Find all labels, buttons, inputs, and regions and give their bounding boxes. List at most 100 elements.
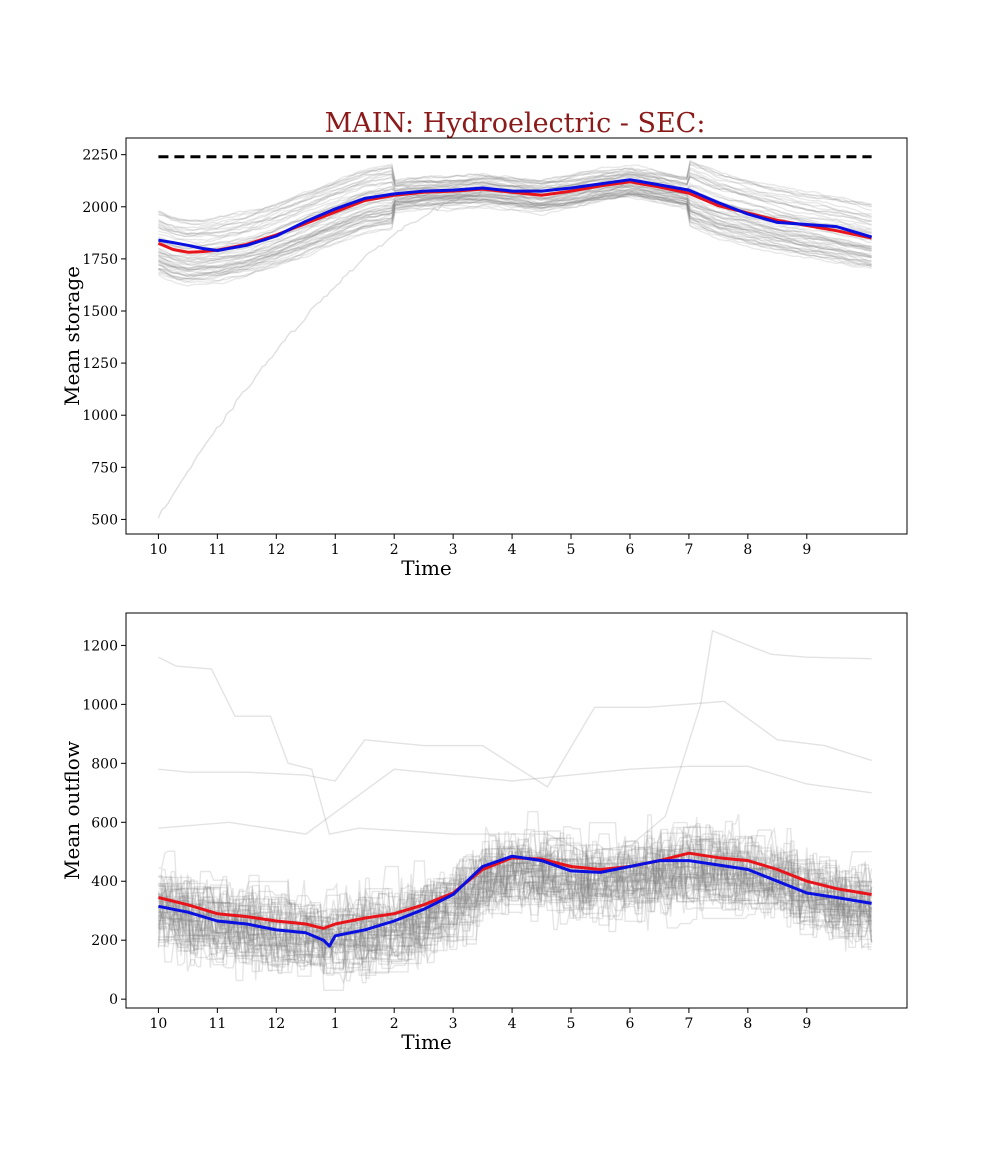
ensemble-line [158,833,873,944]
plot-area [157,155,873,519]
ensemble-line [158,829,873,953]
ensemble-line [158,816,872,969]
ensemble-line [157,831,872,969]
ensemble-line [157,839,872,991]
x-tick-label: 12 [267,542,285,558]
x-tick-label: 9 [802,542,811,558]
x-tick-label: 10 [150,1016,168,1032]
x-tick-label: 12 [267,1016,285,1032]
axes-frame [125,137,908,535]
ensemble-line [158,844,873,959]
ensemble-line [158,160,872,223]
ensemble-line [158,858,872,957]
ensemble-line [158,183,872,271]
y-axis-title: Mean outflow [60,741,84,880]
ensemble-line [158,860,873,970]
ensemble-line [158,833,872,979]
ensemble-line [158,193,872,271]
ensemble-line [157,193,872,283]
ensemble-line [158,196,872,282]
ensemble-line [158,844,873,959]
ensemble-line [158,173,872,235]
ensemble-line [158,176,872,244]
ensemble-line [158,194,872,287]
ensemble-line [158,846,872,976]
series-line-blue [158,178,873,252]
ensemble-line [158,858,872,965]
ensemble-line [158,821,873,951]
ensemble-line [158,192,872,270]
ensemble-line [157,849,872,946]
x-tick-label: 6 [626,542,635,558]
ensemble-line [158,176,872,242]
chart-title: MAIN: Hydroelectric - SEC: [325,108,706,139]
x-tick-label: 2 [390,1016,399,1032]
x-tick-label: 4 [508,1016,517,1032]
ensemble-line [158,838,872,972]
ensemble-line [158,193,872,280]
x-tick-label: 6 [626,1016,635,1032]
ensemble-line [157,835,873,956]
ensemble-line [158,843,872,936]
ensemble-line [158,823,872,966]
y-tick-label: 200 [91,933,118,949]
ensemble-line [158,192,872,271]
ensemble-lines [157,629,873,991]
x-tick-label: 9 [802,1016,811,1032]
ensemble-line [158,173,872,238]
plot-area [157,629,873,991]
ensemble-line [158,190,872,278]
x-tick-label: 3 [449,542,458,558]
ensemble-line [158,629,872,853]
y-tick-label: 1200 [82,638,118,654]
ensemble-line [158,186,872,264]
x-tick-label: 1 [331,542,340,558]
x-tick-label: 7 [684,1016,693,1032]
y-tick-label: 750 [91,460,118,476]
ensemble-line [158,171,872,232]
ensemble-line [158,171,872,237]
ensemble-line [157,835,872,973]
ensemble-line [157,825,873,963]
ensemble-line [158,193,872,278]
ensemble-line [158,838,873,962]
y-tick-label: 800 [91,756,118,772]
ensemble-line [158,171,872,235]
ensemble-line [158,834,872,949]
ensemble-line [158,835,873,945]
y-tick-label: 400 [91,874,118,890]
ensemble-line [158,167,872,232]
ensemble-line [158,193,872,280]
ensemble-line [158,159,872,223]
ensemble-line [157,864,873,966]
ensemble-line [158,187,872,266]
ensemble-line [158,191,872,280]
ensemble-line [158,765,872,835]
ensemble-line [158,189,872,270]
y-tick-label: 500 [91,512,118,528]
y-tick-label: 1000 [82,697,118,713]
ensemble-line [157,849,873,958]
x-tick-label: 1 [331,1016,340,1032]
ensemble-line [158,189,872,274]
ensemble-line [158,185,872,267]
x-tick-label: 8 [743,1016,752,1032]
series-line-blue [158,854,872,948]
ensemble-line [158,851,873,976]
ensemble-line [158,826,873,965]
ensemble-line [158,852,873,973]
x-tick-label: 10 [150,542,168,558]
ensemble-line [158,811,872,960]
ensemble-line [158,161,872,225]
ensemble-line [157,173,872,238]
x-tick-label: 2 [390,542,399,558]
y-tick-label: 2000 [82,200,118,216]
x-axis-title: Time [401,1030,452,1054]
ensemble-line [158,185,872,269]
ensemble-line [158,168,872,229]
axes-frame [125,612,908,1009]
ensemble-line [157,858,873,976]
y-axis-title: Mean storage [60,266,84,406]
